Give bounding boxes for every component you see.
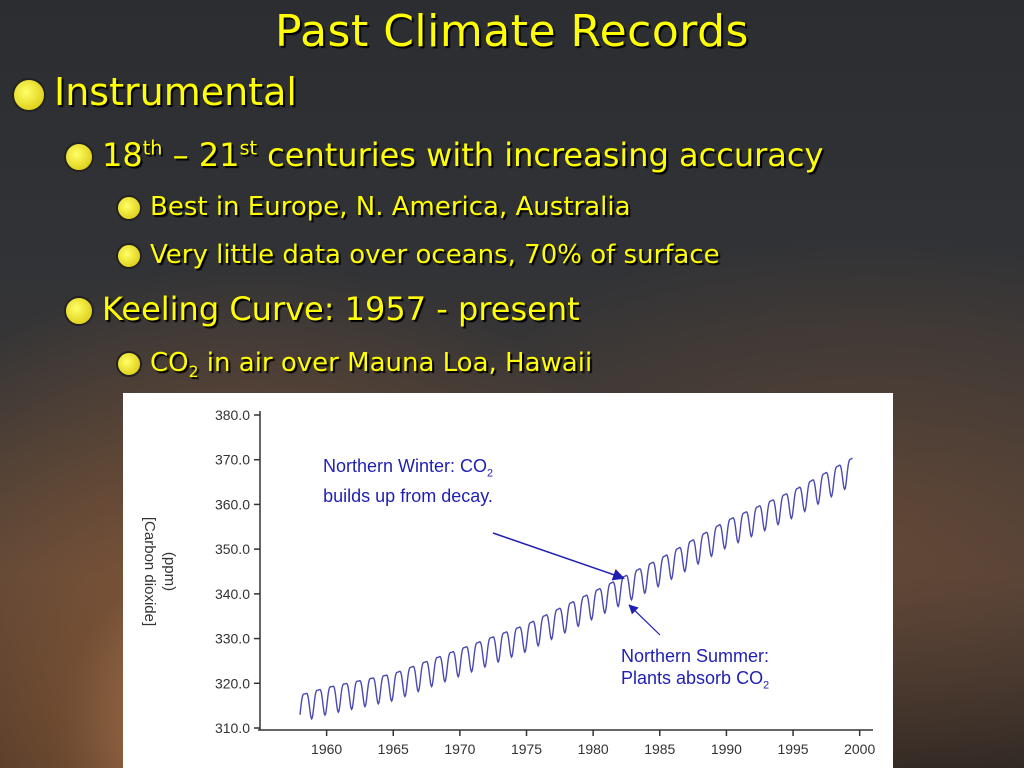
centuries-c: centuries with increasing accuracy [257, 136, 824, 174]
bullet-instrumental-text: Instrumental [54, 70, 297, 114]
y-tick-label: 320.0 [215, 675, 250, 691]
annotation-summer-sub: 2 [763, 679, 770, 692]
bullet-best: Best in Europe, N. America, Australia [116, 192, 631, 222]
bullet-little-text: Very little data over oceans, 70% of sur… [150, 240, 720, 270]
globe-icon [64, 142, 94, 172]
annotation-winter-line2: builds up from decay. [323, 485, 493, 506]
annotation-summer-line2: Plants absorb CO [621, 668, 764, 688]
co2-series-line [299, 457, 853, 721]
annotation-winter: Northern Winter: CO2 builds up from deca… [323, 455, 493, 507]
x-tick-label: 2000 [844, 741, 875, 757]
x-tick-label: 1965 [378, 741, 409, 757]
bullet-little: Very little data over oceans, 70% of sur… [116, 240, 720, 270]
keeling-chart: 310.0 320.0 330.0 340.0 350.0 360.0 370.0 380.0… [123, 393, 893, 768]
globe-icon [12, 77, 46, 112]
annotation-summer: Northern Summer: Plants absorb CO2 [621, 645, 769, 697]
x-tick-label: 1980 [578, 741, 609, 757]
slide-title: Past Climate Records [275, 6, 749, 57]
y-tick-label: 340.0 [215, 586, 250, 602]
y-tick-label: 330.0 [215, 631, 250, 647]
globe-icon [64, 296, 94, 326]
co2-b: in air over Mauna Loa, Hawaii [198, 348, 593, 378]
annotation-summer-line1: Northern Summer: [621, 646, 770, 666]
annotation-summer-arrow [628, 604, 661, 636]
bullet-centuries: 18th – 21st centuries with increasing ac… [64, 136, 823, 174]
centuries-sup-b: st [239, 136, 257, 160]
x-tick-label: 1985 [644, 741, 675, 757]
y-axis-label-line2: (ppm) [161, 552, 178, 591]
y-tick-label: 380.0 [215, 407, 250, 423]
y-tick-label: 370.0 [215, 452, 250, 468]
bullet-co2: CO2 in air over Mauna Loa, Hawaii [116, 348, 592, 381]
annotation-winter-line1: Northern Winter: CO [323, 456, 488, 476]
x-tick-label: 1975 [511, 741, 542, 757]
y-axis-label-line1: [Carbon dioxide] [141, 517, 158, 626]
centuries-a: 18 [102, 136, 143, 174]
bullet-instrumental: Instrumental [12, 70, 297, 114]
x-tick-label: 1960 [311, 741, 342, 757]
y-tick-label: 360.0 [215, 496, 250, 512]
centuries-sup-a: th [142, 136, 163, 160]
bullet-keeling-text: Keeling Curve: 1957 - present [102, 290, 580, 328]
x-tick-label: 1990 [711, 741, 742, 757]
globe-icon [116, 242, 142, 269]
y-tick-label: 310.0 [215, 720, 250, 736]
x-tick-label: 1995 [777, 741, 808, 757]
y-tick-label: 350.0 [215, 541, 250, 557]
globe-icon [116, 194, 142, 221]
globe-icon [116, 350, 142, 377]
co2-a: CO [150, 348, 189, 378]
bullet-best-text: Best in Europe, N. America, Australia [150, 192, 631, 222]
centuries-b: – 21 [162, 136, 240, 174]
annotation-winter-sub: 2 [487, 467, 494, 480]
x-tick-label: 1970 [444, 741, 475, 757]
annotation-winter-arrow [492, 532, 625, 581]
co2-sub: 2 [188, 363, 199, 382]
bullet-keeling: Keeling Curve: 1957 - present [64, 290, 580, 328]
chart-svg: 310.0 320.0 330.0 340.0 350.0 360.0 370.0 380.0… [141, 407, 875, 757]
